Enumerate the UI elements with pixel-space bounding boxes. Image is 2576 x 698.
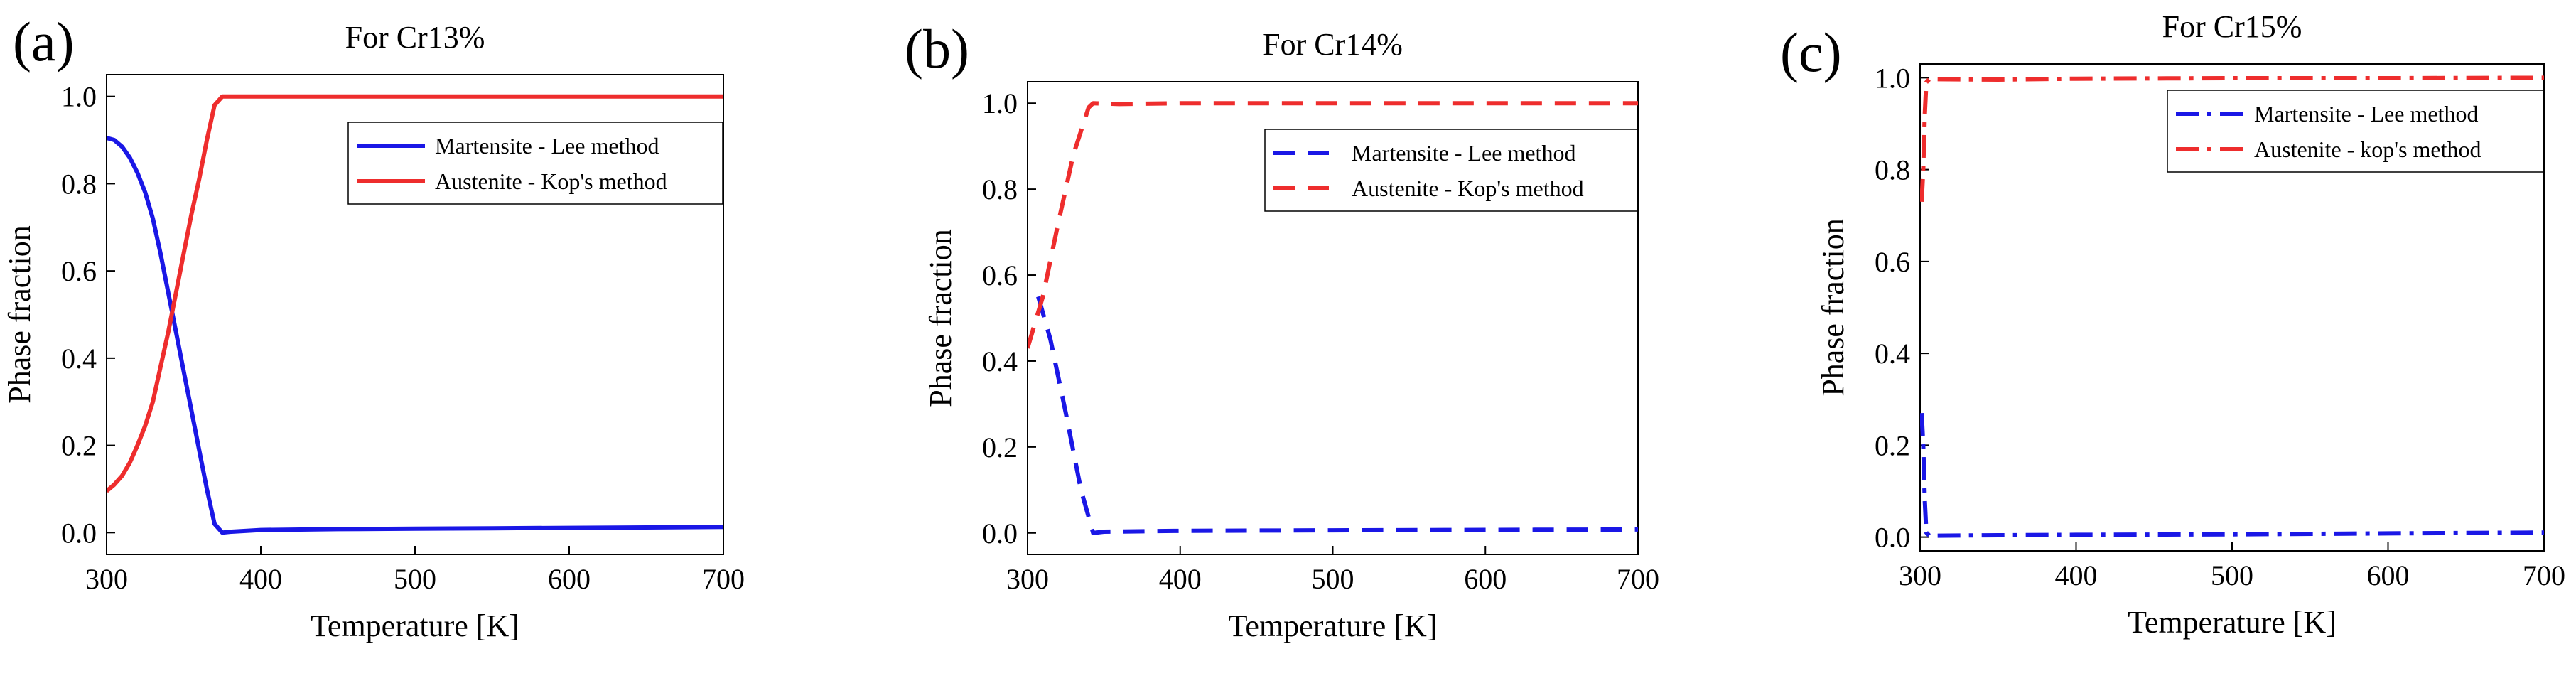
x-tick-label: 500 bbox=[394, 563, 436, 595]
chart-title: For Cr14% bbox=[1263, 27, 1403, 62]
chart-title: For Cr13% bbox=[345, 20, 485, 55]
y-tick-label: 1.0 bbox=[61, 81, 97, 113]
series-line-austenite bbox=[1920, 75, 2544, 203]
legend: Martensite - Lee method Austenite - Kop's… bbox=[1264, 129, 1638, 212]
y-tick-label: 0.0 bbox=[982, 517, 1018, 549]
legend-entry: Austenite - Kop's method bbox=[435, 168, 667, 194]
x-tick-label: 300 bbox=[1006, 563, 1049, 595]
x-tick-label: 500 bbox=[1312, 563, 1354, 595]
legend: Martensite - Lee method Austenite - kop's… bbox=[2167, 90, 2544, 173]
y-tick-label: 1.0 bbox=[1875, 62, 1910, 94]
x-tick-label: 600 bbox=[1464, 563, 1507, 595]
y-tick-label: 0.8 bbox=[1875, 154, 1910, 186]
legend-entry: Martensite - Lee method bbox=[1352, 140, 1575, 166]
x-tick-label: 500 bbox=[2211, 559, 2253, 591]
legend-box bbox=[347, 122, 723, 205]
y-tick-label: 0.6 bbox=[61, 255, 97, 287]
y-tick-label: 0.0 bbox=[61, 517, 97, 549]
legend-entry: Martensite - Lee method bbox=[2254, 101, 2478, 127]
series-line-austenite bbox=[1028, 101, 1638, 349]
y-tick-label: 0.8 bbox=[982, 173, 1018, 205]
series-line-martensite bbox=[1036, 296, 1638, 535]
x-tick-label: 600 bbox=[2367, 559, 2410, 591]
panel-label: (c) bbox=[1780, 21, 1842, 83]
y-tick-label: 1.0 bbox=[982, 87, 1018, 119]
legend-box bbox=[1264, 129, 1638, 212]
x-tick-label: 400 bbox=[239, 563, 282, 595]
x-tick-label: 300 bbox=[85, 563, 128, 595]
y-axis-label: Phase fraction bbox=[923, 229, 958, 407]
x-axis-label: Temperature [K] bbox=[311, 608, 519, 643]
x-tick-label: 700 bbox=[2523, 559, 2565, 591]
series-line-martensite bbox=[1920, 412, 2544, 538]
legend-box bbox=[2167, 90, 2544, 173]
y-axis-label: Phase fraction bbox=[2, 225, 37, 403]
x-tick-label: 400 bbox=[1159, 563, 1202, 595]
y-tick-label: 0.2 bbox=[61, 430, 97, 462]
series-line-martensite bbox=[107, 136, 723, 535]
panel-label: (b) bbox=[905, 18, 969, 80]
y-tick-label: 0.2 bbox=[982, 431, 1018, 463]
y-axis-label: Phase fraction bbox=[1816, 218, 1850, 396]
y-tick-label: 0.2 bbox=[1875, 429, 1910, 461]
x-axis-label: Temperature [K] bbox=[2128, 605, 2337, 640]
x-tick-label: 700 bbox=[702, 563, 745, 595]
legend-entry: Martensite - Lee method bbox=[435, 133, 659, 159]
legend-entry: Austenite - Kop's method bbox=[1352, 176, 1584, 201]
y-tick-label: 0.4 bbox=[982, 345, 1018, 377]
y-tick-label: 0.4 bbox=[61, 343, 97, 375]
y-tick-label: 0.8 bbox=[61, 168, 97, 200]
y-tick-label: 0.4 bbox=[1875, 338, 1910, 370]
chart-panel-2: (b) For Cr14% 300 400 500 600 700 0.0 0.2 0.4 0.6 0… bbox=[905, 18, 1659, 643]
legend-entry: Austenite - kop's method bbox=[2254, 136, 2481, 162]
x-tick-label: 600 bbox=[548, 563, 591, 595]
series-line-austenite bbox=[107, 94, 723, 493]
x-tick-label: 400 bbox=[2055, 559, 2098, 591]
x-tick-label: 700 bbox=[1617, 563, 1659, 595]
y-tick-label: 0.0 bbox=[1875, 522, 1910, 554]
chart-panel-1: (a) For Cr13% 300 400 500 600 700 0.0 0.2 0.4 0.6 0… bbox=[2, 11, 745, 643]
panel-label: (a) bbox=[13, 11, 75, 73]
x-tick-label: 300 bbox=[1899, 559, 1941, 591]
chart-panel-3: (c) For Cr15% 300 400 500 600 700 0.0 0.2 0.4 0.6 0… bbox=[1780, 9, 2565, 640]
chart-title: For Cr15% bbox=[2162, 9, 2302, 44]
legend: Martensite - Lee method Austenite - Kop's… bbox=[347, 122, 723, 205]
y-tick-label: 0.6 bbox=[1875, 246, 1910, 278]
x-axis-label: Temperature [K] bbox=[1229, 608, 1438, 643]
y-tick-label: 0.6 bbox=[982, 259, 1018, 291]
